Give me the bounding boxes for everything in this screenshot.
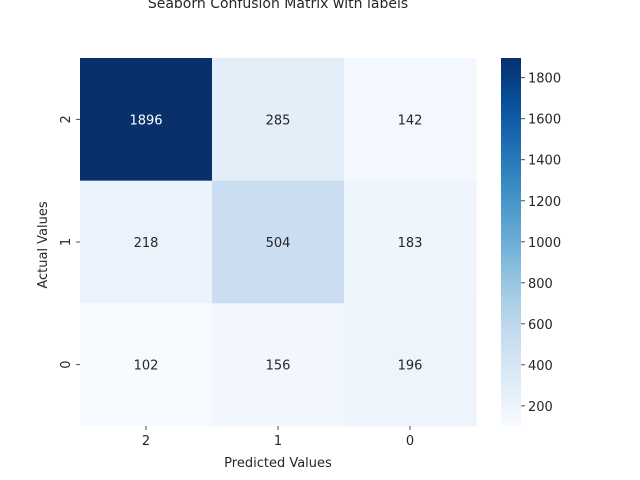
y-axis-ticks: 2 1 0 xyxy=(59,115,80,369)
colorbar-tick-label: 1000 xyxy=(528,236,561,251)
x-axis-ticks: 2 1 0 xyxy=(142,426,414,449)
colorbar-tick-label: 1400 xyxy=(528,154,561,169)
y-tick-label: 1 xyxy=(59,238,74,246)
colorbar-tick-label: 400 xyxy=(528,359,553,374)
cell-value-label: 196 xyxy=(398,359,423,374)
x-tick-label: 1 xyxy=(274,434,282,449)
colorbar-ticks: 200 400 600 800 1000 1200 1400 1600 1800 xyxy=(521,72,561,415)
x-tick-label: 0 xyxy=(406,434,414,449)
colorbar-tick-label: 1600 xyxy=(528,113,561,128)
x-tick-label: 2 xyxy=(142,434,150,449)
y-tick-label: 2 xyxy=(59,115,74,123)
y-axis-label: Actual Values xyxy=(36,201,51,289)
colorbar xyxy=(501,58,521,426)
cell-value-label: 1896 xyxy=(129,113,162,128)
cell-value-label: 183 xyxy=(398,236,423,251)
cell-value-label: 504 xyxy=(266,236,291,251)
cell-value-label: 218 xyxy=(134,236,159,251)
cell-value-label: 102 xyxy=(134,359,159,374)
cell-value-label: 142 xyxy=(398,113,423,128)
colorbar-tick-label: 200 xyxy=(528,400,553,415)
x-axis-label: Predicted Values xyxy=(224,456,332,471)
colorbar-tick-label: 1200 xyxy=(528,195,561,210)
colorbar-tick-label: 600 xyxy=(528,318,553,333)
colorbar-tick-label: 1800 xyxy=(528,72,561,87)
cell-value-label: 285 xyxy=(266,113,291,128)
colorbar-tick-label: 800 xyxy=(528,277,553,292)
cell-value-label: 156 xyxy=(266,359,291,374)
chart-title: Seaborn Confusion Matrix with labels xyxy=(148,0,408,12)
y-tick-label: 0 xyxy=(59,361,74,369)
